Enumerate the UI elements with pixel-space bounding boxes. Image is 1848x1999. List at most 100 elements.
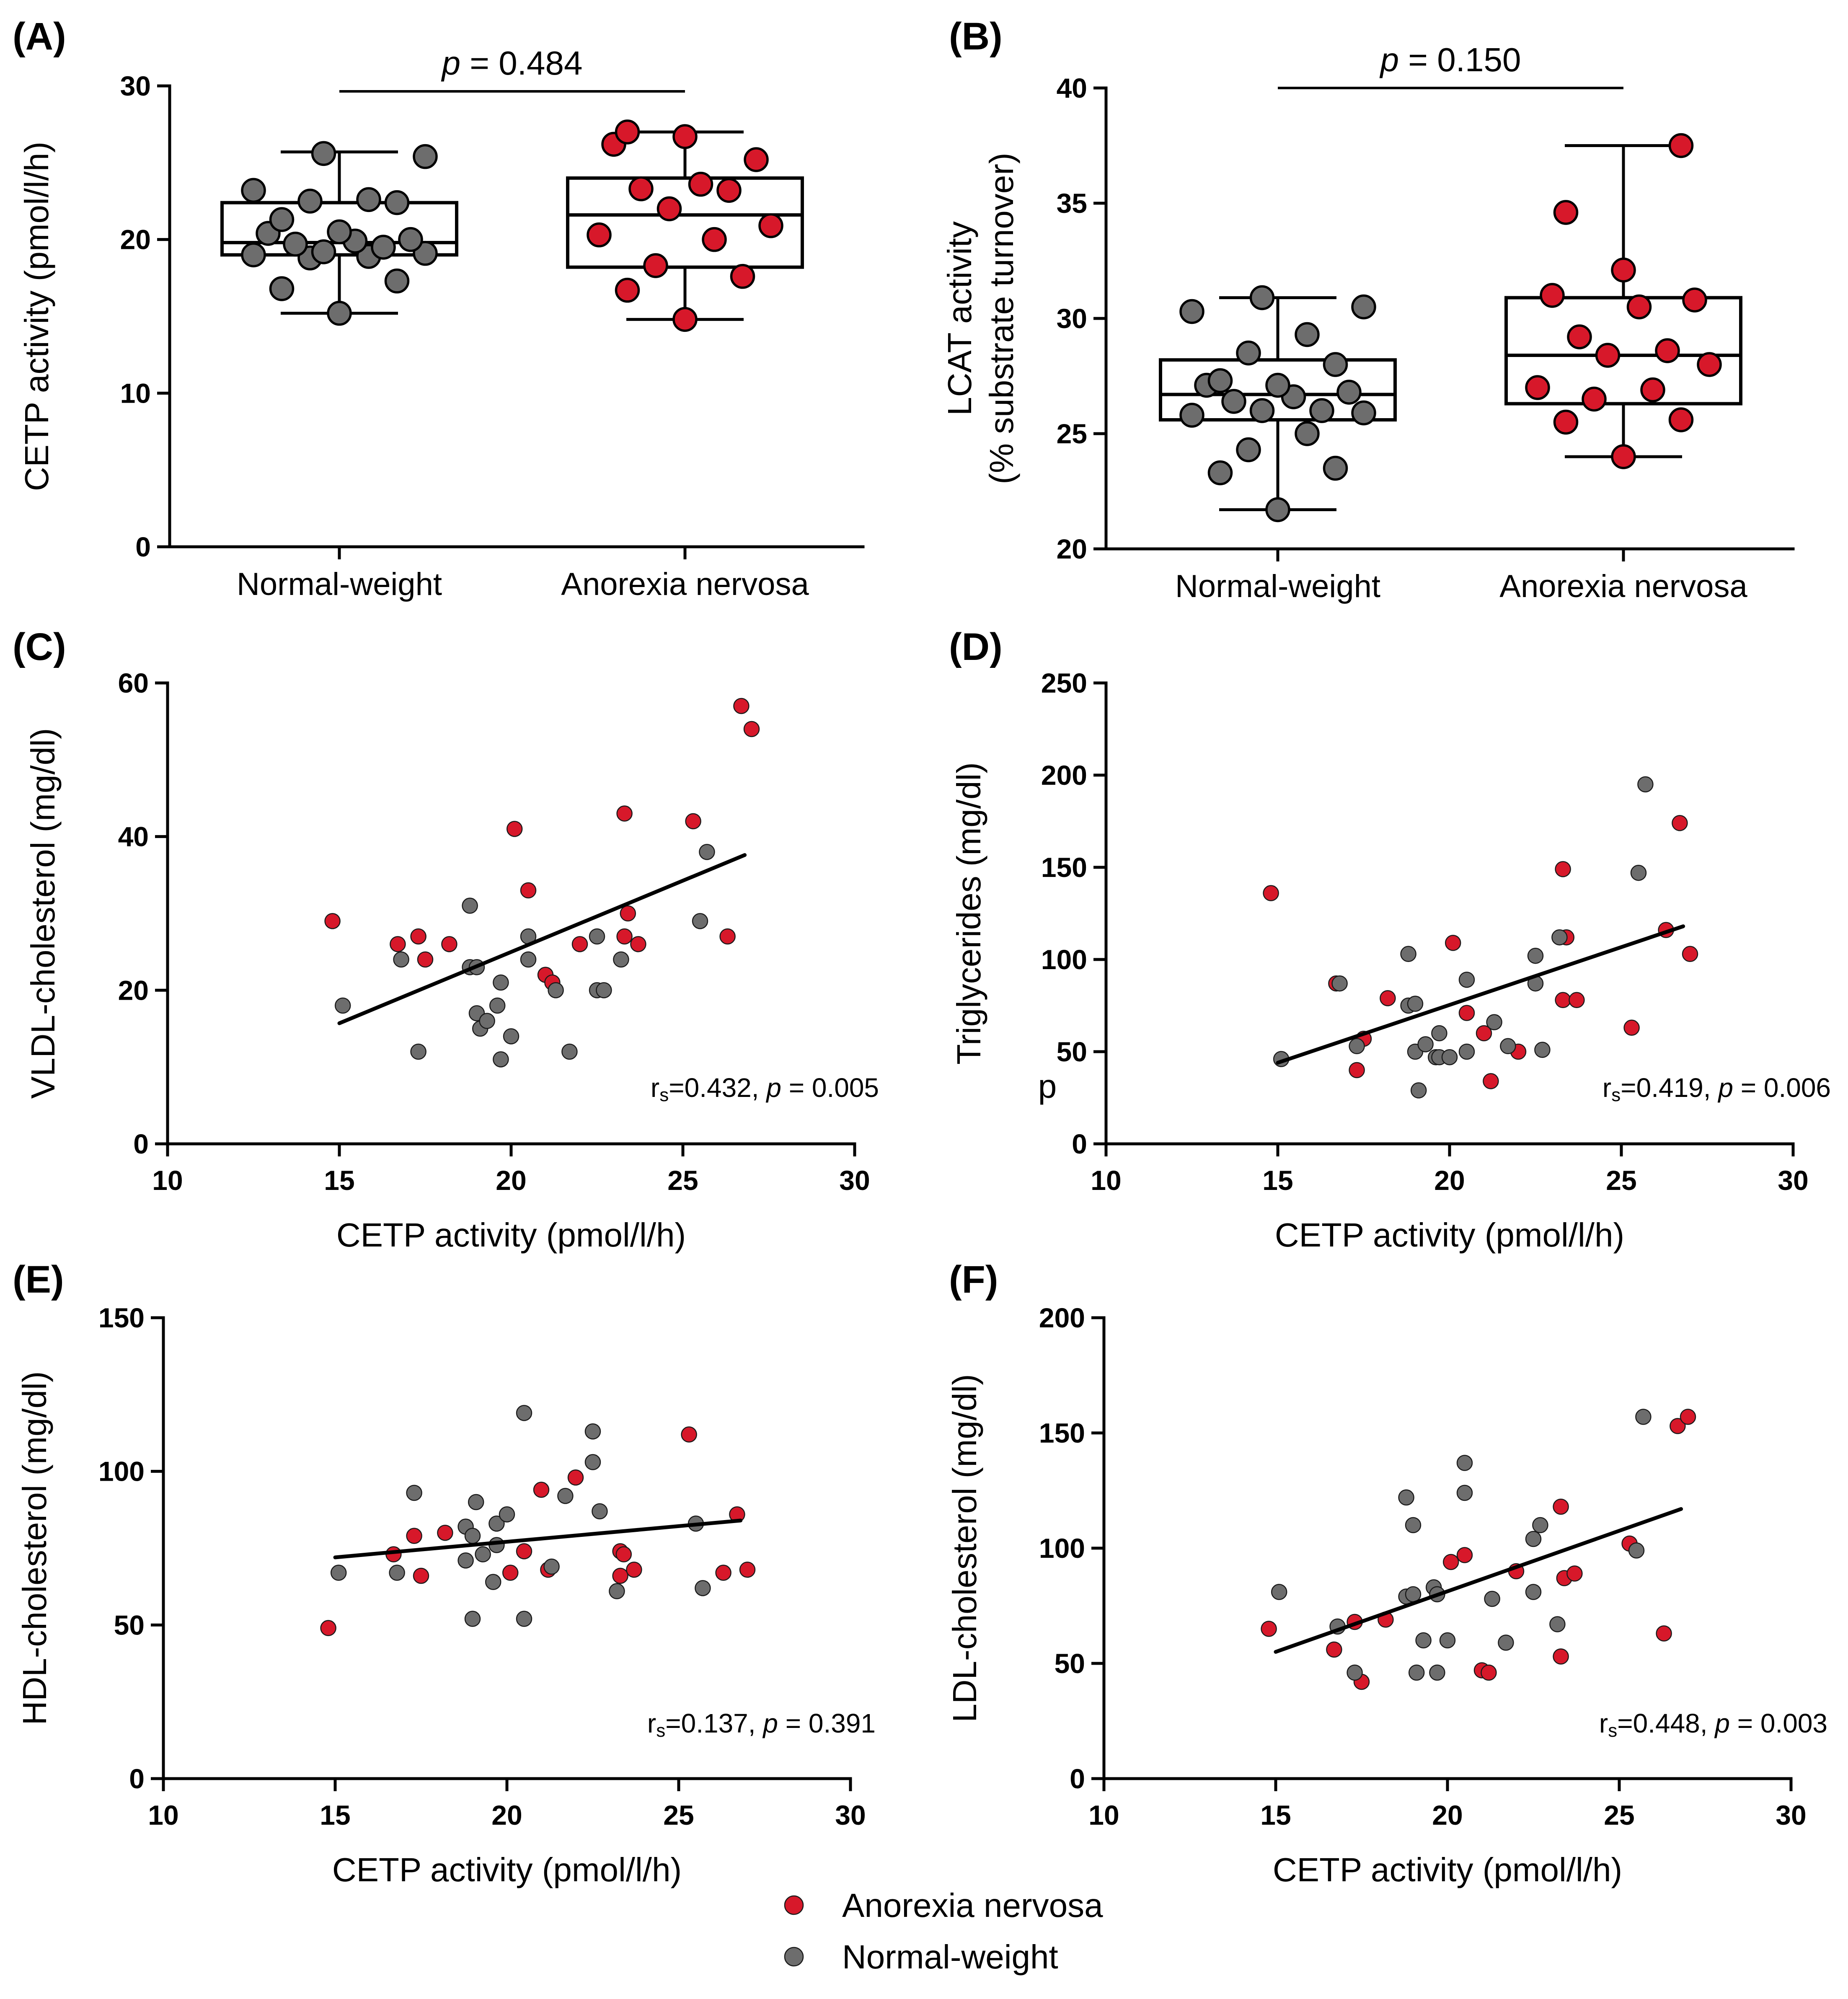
scatter-point (457, 1552, 474, 1569)
data-point (1295, 421, 1320, 446)
scatter-point (1484, 1590, 1500, 1607)
scatter-point (479, 1013, 495, 1029)
p-value-number: = 0.484 (460, 44, 582, 82)
y-axis-title-line2: (% substrate turnover) (983, 153, 1020, 484)
scatter-point (1527, 947, 1544, 964)
data-point (384, 268, 410, 294)
scatter-point (1431, 1025, 1447, 1042)
y-axis-title: VLDL-cholesterol (mg/dl) (24, 728, 62, 1099)
legend-label-normal: Normal-weight (842, 1938, 1058, 1976)
scatter-point (1458, 1043, 1475, 1060)
data-point (356, 187, 381, 212)
data-point (1655, 338, 1680, 363)
x-tick-label: 30 (1776, 1800, 1806, 1831)
y-tick-label: 50 (1057, 1036, 1087, 1067)
y-axis-title: CETP activity (pmol/l/h) (18, 142, 55, 491)
regression-line (337, 853, 747, 1025)
scatter-point (1417, 1036, 1434, 1053)
scatter-point (1439, 1632, 1456, 1649)
scatter-point (1331, 975, 1348, 992)
stat-subscript: s (1611, 1085, 1621, 1105)
scatter-point (612, 1567, 628, 1584)
scatter-point (1429, 1664, 1445, 1681)
data-point (311, 141, 336, 166)
x-tick-label: 10 (1091, 1165, 1121, 1196)
scatter-point (571, 936, 588, 952)
data-point (297, 189, 323, 214)
x-tick-label: 20 (496, 1165, 526, 1196)
x-axis-title: CETP activity (pmol/l/h) (1273, 1851, 1622, 1888)
stat-subscript: s (659, 1085, 669, 1105)
data-point (413, 144, 438, 169)
scatter-point (516, 1543, 532, 1559)
panel-d: (D) 0 50 100 150 200 250 Triglycerides (mg/dl) p… (949, 626, 1831, 1254)
scatter-point (390, 936, 406, 952)
regression-line (333, 1518, 743, 1559)
scatter-point (413, 1567, 429, 1584)
scatter-point (499, 1506, 515, 1523)
scatter-point (1551, 929, 1568, 946)
stat-p: p (762, 1708, 778, 1738)
data-point (283, 231, 308, 257)
scatter-point (520, 951, 537, 968)
data-point (1249, 285, 1275, 310)
panel-letter: (F) (949, 1258, 998, 1301)
scatter-point (1271, 1584, 1287, 1600)
data-point (1682, 287, 1707, 313)
scatter-point (417, 951, 434, 968)
scatter-point (493, 1051, 509, 1068)
scatter-point (1456, 1484, 1473, 1501)
data-point (1582, 386, 1607, 412)
scatter-point (464, 1528, 481, 1544)
x-axis-title: CETP activity (pmol/l/h) (1275, 1216, 1624, 1254)
p-value-symbol: p (441, 44, 461, 82)
y-tick-label: 30 (1057, 303, 1087, 334)
data-point (1179, 299, 1204, 324)
data-point (327, 300, 352, 326)
scatter-point (1637, 776, 1654, 793)
scatter-point (1635, 1409, 1652, 1425)
data-point (1336, 380, 1362, 405)
x-tick-label: 25 (1604, 1800, 1634, 1831)
data-point (1640, 377, 1665, 403)
data-point (1611, 257, 1636, 283)
data-point (628, 176, 654, 202)
y-tick-label: 60 (118, 667, 149, 698)
stat-p-value: = 0.003 (1730, 1708, 1827, 1738)
data-point (1351, 294, 1376, 320)
y-axis-title: HDL-cholesterol (mg/dl) (16, 1371, 53, 1725)
scatter-point (589, 928, 605, 945)
y-tick-label: 0 (129, 1763, 145, 1794)
data-point (1697, 352, 1722, 377)
scatter-point (1498, 1634, 1514, 1651)
stat-r: r (1602, 1073, 1611, 1103)
scatter-point (489, 997, 506, 1014)
y-axis-title: Triglycerides (mg/dl) (950, 762, 987, 1065)
x-tick-label: 25 (667, 1165, 698, 1196)
data-point (269, 276, 295, 301)
legend-item-anorexia: Anorexia nervosa (784, 1887, 1103, 1924)
scatter-point (1456, 1547, 1473, 1563)
p-value-number: = 0.150 (1399, 41, 1521, 78)
scatter-point (616, 805, 633, 822)
box-group-normal: Normal-weight (220, 141, 458, 602)
x-tick-label: 20 (1432, 1800, 1463, 1831)
box-group-anorexia: Anorexia nervosa (1499, 133, 1747, 604)
box-iqr (1504, 296, 1742, 406)
scatter-point (613, 951, 629, 968)
stat-r: r (647, 1708, 656, 1738)
y-tick-label: 0 (133, 1128, 149, 1159)
scatter-point (1410, 1082, 1427, 1099)
category-label: Anorexia nervosa (1499, 569, 1747, 604)
series-normal (330, 1405, 711, 1627)
y-tick-label: 200 (1039, 1302, 1085, 1333)
x-tick-label: 15 (320, 1800, 350, 1831)
data-point (1236, 340, 1261, 366)
scatter-point (324, 913, 341, 929)
stat-p-value: = 0.391 (778, 1708, 876, 1738)
category-label: Normal-weight (237, 566, 442, 602)
scatter-point (1555, 861, 1571, 877)
y-axis-title-extra: p (1038, 1068, 1057, 1105)
